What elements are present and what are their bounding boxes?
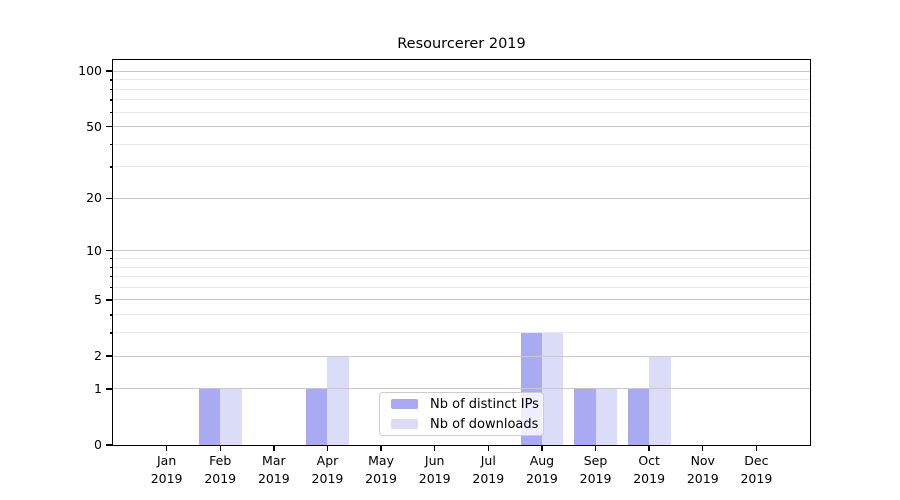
x-tick-label: Oct 2019 <box>633 453 666 486</box>
gridline-minor <box>113 332 810 334</box>
legend-item-downloads: Nb of downloads <box>391 417 543 432</box>
y-tick-minor <box>109 332 113 334</box>
y-tick-minor <box>109 79 113 81</box>
y-tick <box>106 444 113 446</box>
gridline-minor <box>113 166 810 168</box>
bar-downloads <box>327 356 349 445</box>
gridline-major <box>113 197 810 199</box>
x-tick-label: Mar 2019 <box>257 453 290 486</box>
gridline-minor <box>113 88 810 90</box>
gridline-minor <box>113 143 810 145</box>
y-tick-minor <box>109 143 113 146</box>
x-tick <box>594 445 597 451</box>
bar-distinct-ips <box>627 388 650 445</box>
x-tick <box>487 445 489 451</box>
gridline-minor <box>113 314 810 316</box>
y-tick-minor <box>109 166 113 168</box>
y-tick-minor <box>109 276 113 278</box>
x-tick-label: Dec 2019 <box>740 453 773 486</box>
x-tick-label: Nov 2019 <box>686 453 719 486</box>
x-tick-label: Jul 2019 <box>472 453 505 486</box>
y-tick <box>106 250 113 252</box>
x-tick-label: Jan 2019 <box>150 453 183 486</box>
y-tick-minor <box>109 99 113 101</box>
gridline-major <box>113 250 810 252</box>
gridline-minor <box>113 286 810 288</box>
bar-distinct-ips <box>306 388 328 445</box>
gridline-major <box>113 388 810 390</box>
y-tick-label: 10 <box>86 242 102 258</box>
bar-distinct-ips <box>574 388 596 445</box>
legend-item-distinct-ips: Nb of distinct IPs <box>391 397 543 412</box>
x-tick <box>433 445 436 451</box>
bar-downloads <box>649 356 671 445</box>
chart-title: Resourcerer 2019 <box>397 36 526 52</box>
gridline-minor <box>113 276 810 278</box>
gridline-minor <box>113 79 810 81</box>
gridline-minor <box>113 266 810 268</box>
y-tick-label: 5 <box>94 291 102 307</box>
x-tick <box>380 445 382 451</box>
x-tick-label: Aug 2019 <box>526 453 558 486</box>
gridline-major <box>113 355 810 357</box>
bar-distinct-ips <box>198 388 221 445</box>
legend-label-downloads: Nb of downloads <box>430 416 539 432</box>
gridline-major <box>113 70 810 72</box>
x-tick <box>755 445 758 451</box>
gridline-minor <box>113 111 810 113</box>
y-tick-minor <box>109 88 113 90</box>
bar-downloads <box>220 388 242 445</box>
bar-downloads <box>595 388 617 445</box>
x-tick <box>541 445 543 451</box>
y-tick-label: 50 <box>86 118 102 134</box>
y-tick-label: 2 <box>94 348 102 364</box>
x-tick <box>326 445 329 451</box>
y-tick <box>106 125 113 128</box>
x-tick <box>165 445 168 451</box>
y-tick-label: 20 <box>86 190 102 206</box>
gridline-minor <box>113 99 810 101</box>
x-tick-label: Jun 2019 <box>418 453 451 486</box>
y-tick <box>106 388 113 390</box>
y-tick <box>106 197 113 200</box>
y-tick-minor <box>109 286 113 289</box>
y-tick-minor <box>109 258 113 260</box>
y-tick <box>106 70 113 72</box>
x-tick-label: May 2019 <box>365 453 397 486</box>
x-tick <box>648 445 650 451</box>
y-tick-minor <box>109 314 113 316</box>
y-tick-minor <box>109 111 113 113</box>
legend: Nb of distinct IPs Nb of downloads <box>379 392 544 436</box>
y-tick-minor <box>109 266 113 268</box>
gridline-major <box>113 299 810 301</box>
legend-swatch-downloads <box>391 419 418 429</box>
y-tick <box>106 355 113 357</box>
gridline-major <box>113 126 810 128</box>
legend-swatch-distinct-ips <box>391 399 418 409</box>
y-tick-label: 100 <box>78 63 102 79</box>
plot-area: Nb of distinct IPs Nb of downloads <box>112 59 811 446</box>
x-tick-label: Sep 2019 <box>579 453 612 486</box>
y-tick-label: 0 <box>94 437 102 452</box>
x-tick <box>219 445 221 451</box>
legend-label-distinct-ips: Nb of distinct IPs <box>430 396 539 412</box>
x-tick-label: Feb 2019 <box>204 453 237 486</box>
x-tick <box>273 445 275 451</box>
y-tick <box>106 299 113 301</box>
x-tick <box>702 445 704 451</box>
gridline-minor <box>113 258 810 259</box>
x-tick-label: Apr 2019 <box>311 453 344 486</box>
y-tick-label: 1 <box>94 380 102 396</box>
